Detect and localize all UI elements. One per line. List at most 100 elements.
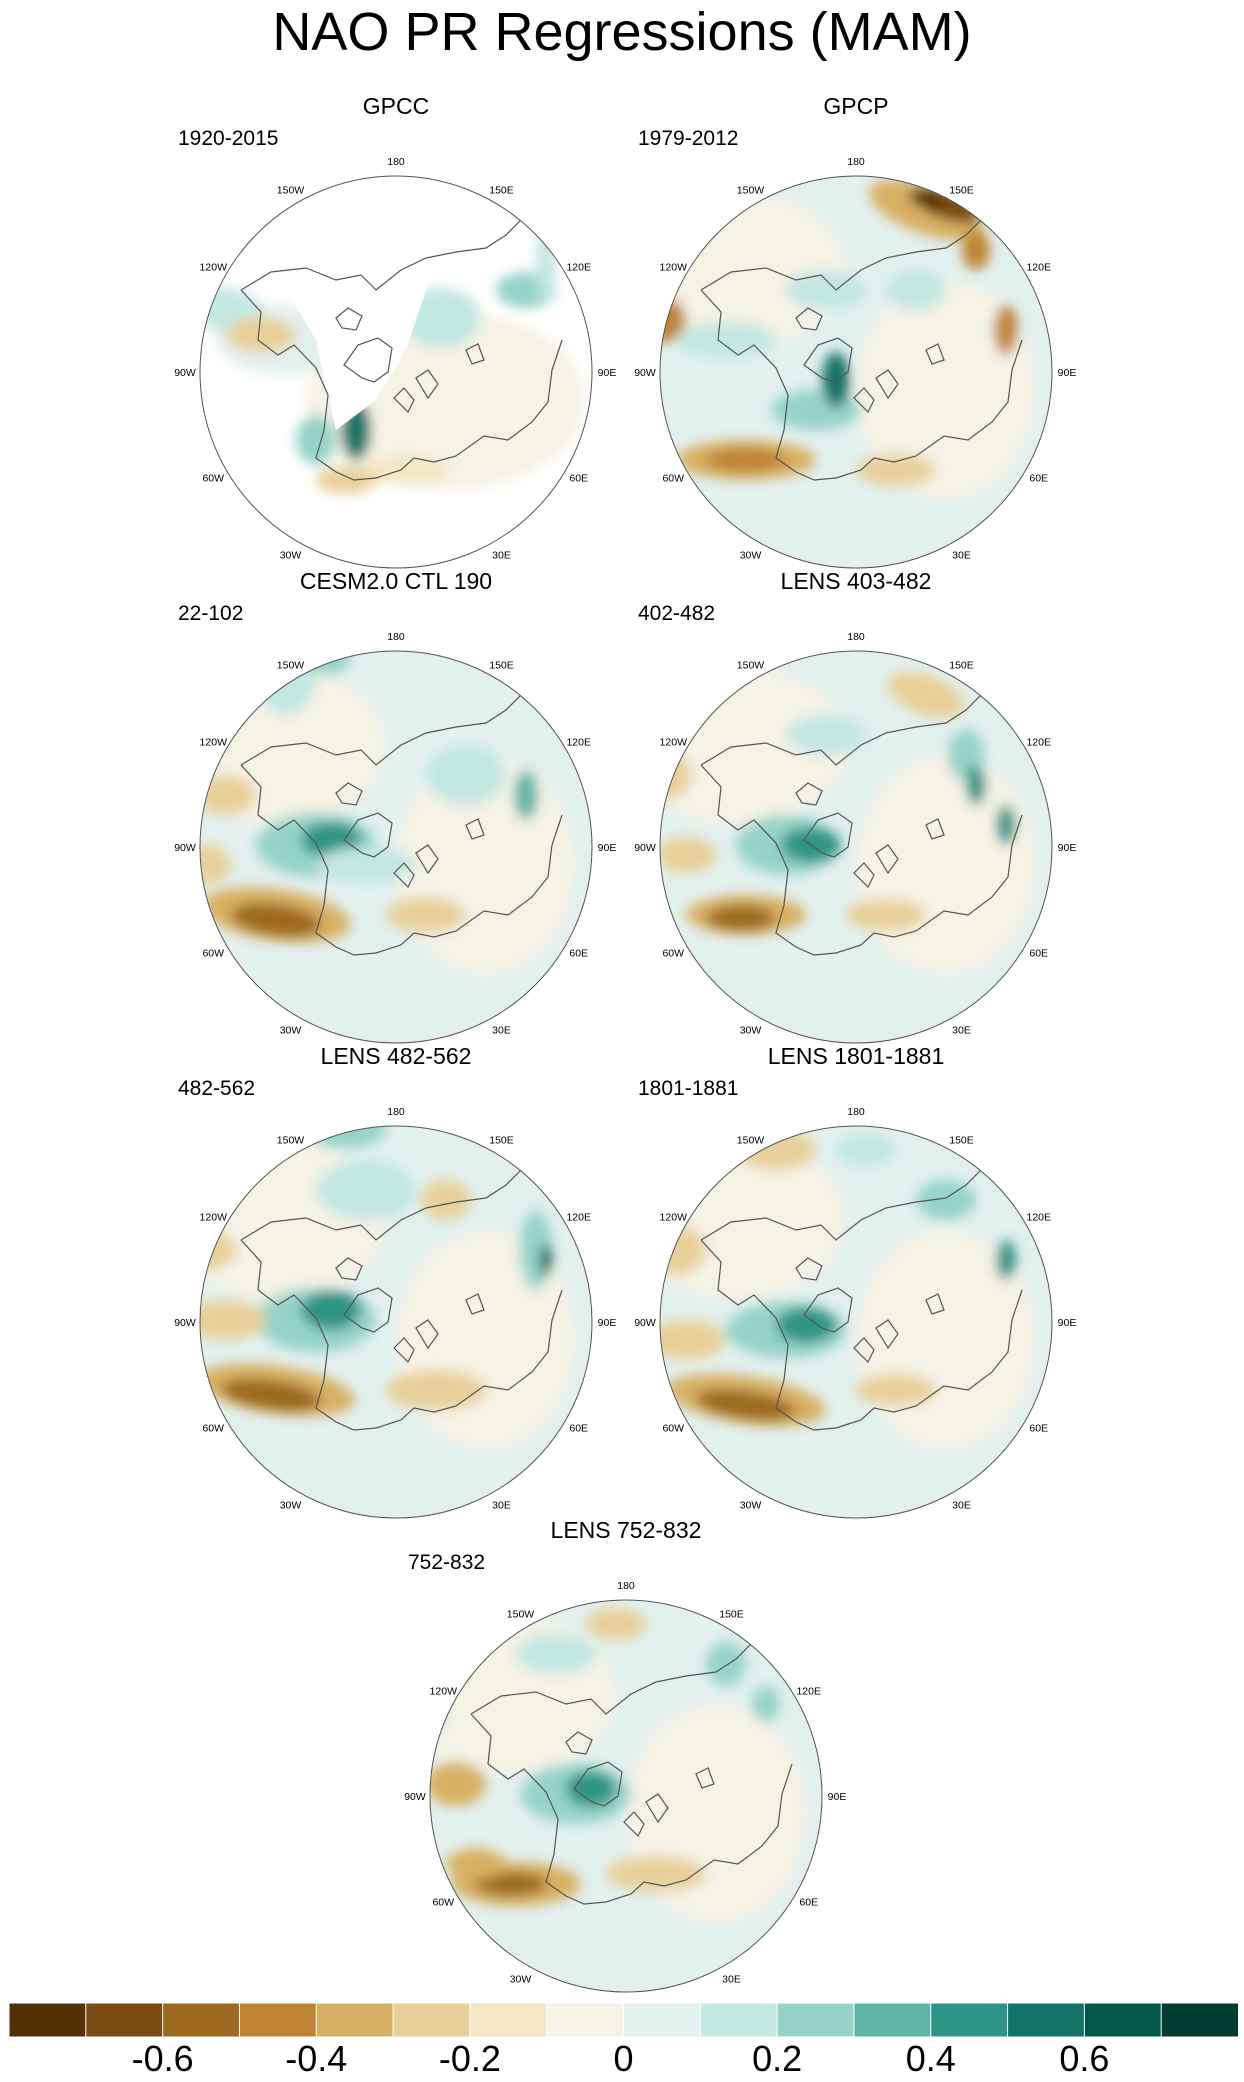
- longitude-label: 120E: [1026, 737, 1051, 749]
- longitude-label: 60E: [569, 1423, 588, 1435]
- longitude-label: 60W: [432, 1897, 454, 1909]
- colorbar-swatch: [469, 2003, 548, 2037]
- shading-patch: [446, 1848, 506, 1880]
- panel-title: GPCC: [362, 93, 430, 119]
- longitude-label: 150E: [489, 659, 514, 671]
- polar-map: 180150E120E90E60E30E030W60W90W120W150W: [174, 1106, 617, 1530]
- shading-patch: [846, 899, 926, 931]
- shading-patch: [226, 317, 296, 353]
- colorbar-tick-label: 0.4: [905, 2038, 956, 2079]
- shading-patch: [856, 1374, 936, 1406]
- coastlines: [240, 209, 563, 481]
- longitude-label: 60W: [662, 948, 684, 960]
- longitude-label: 30W: [740, 1025, 762, 1037]
- shading-patch: [514, 770, 538, 820]
- colorbar-swatch: [776, 2003, 855, 2037]
- map-border: [199, 650, 593, 1044]
- colorbar-swatch: [623, 2003, 702, 2037]
- longitude-label: 90W: [634, 367, 656, 379]
- longitude-label: 90E: [598, 1317, 617, 1329]
- longitude-label: 60W: [202, 948, 224, 960]
- longitude-label: 150W: [277, 1134, 305, 1146]
- shading-patch: [301, 651, 351, 675]
- longitude-label: 120E: [1026, 262, 1051, 274]
- longitude-label: 180: [617, 1580, 635, 1592]
- shading-patch: [430, 1762, 486, 1806]
- shading-patch: [200, 1230, 236, 1270]
- shading-patch: [660, 1320, 726, 1360]
- coastlines: [240, 684, 563, 956]
- longitude-label: 60W: [662, 1423, 684, 1435]
- longitude-label: 90W: [634, 842, 656, 854]
- longitude-label: 30W: [510, 1974, 532, 1986]
- longitude-label: 0: [853, 1528, 859, 1530]
- longitude-label: 90W: [174, 367, 196, 379]
- longitude-label: 150E: [949, 659, 974, 671]
- shading-patch: [962, 230, 990, 270]
- shading-patch: [994, 305, 1018, 355]
- map-panel-cesm2-ctl: CESM2.0 CTL 190 22-102 180 150E 120E 90E 60E…: [166, 568, 636, 1055]
- colorbar-swatch: [315, 2003, 395, 2037]
- shading-patch: [296, 415, 336, 465]
- longitude-label: 0: [393, 1528, 399, 1530]
- longitude-label: 60W: [202, 473, 224, 485]
- shading-patch: [256, 651, 316, 715]
- longitude-label: 30W: [280, 1500, 302, 1512]
- polar-map: 180150E120E90E60E30E030W60W90W120W150W: [634, 156, 1076, 580]
- shading-patch: [200, 845, 231, 885]
- shading-patch: [706, 448, 786, 472]
- shading-patch: [916, 1180, 976, 1220]
- longitude-label: 0: [853, 1053, 859, 1055]
- shading-patch: [200, 775, 256, 815]
- shading-patch: [316, 466, 376, 494]
- panel-period: 752-832: [408, 1551, 486, 1574]
- longitude-label: 60E: [569, 948, 588, 960]
- colorbar-swatch: [162, 2003, 241, 2037]
- shading-patch: [966, 765, 986, 805]
- shading-patch: [752, 1686, 780, 1722]
- longitude-label: 30W: [280, 550, 302, 562]
- longitude-label: 150W: [277, 184, 305, 196]
- longitude-label: 180: [387, 1106, 405, 1118]
- longitude-label: 150E: [949, 1134, 974, 1146]
- panel-title: LENS 752-832: [550, 1517, 702, 1543]
- shading-patch: [586, 1608, 646, 1640]
- shading-patch: [886, 270, 946, 310]
- shading-patch: [660, 1225, 706, 1275]
- shading-patch: [386, 1370, 486, 1410]
- polar-map: 180150E120E90E60E30E030W60W90W120W150W: [404, 1580, 846, 2004]
- longitude-label: 150E: [489, 1134, 514, 1146]
- longitude-label: 30E: [492, 1025, 511, 1037]
- shading-patch: [540, 1244, 552, 1276]
- map-border: [659, 175, 1053, 569]
- shading-patch: [316, 1160, 416, 1220]
- shading-patch: [996, 1240, 1016, 1280]
- longitude-label: 90E: [598, 842, 617, 854]
- longitude-label: 90W: [404, 1791, 426, 1803]
- longitude-label: 150W: [507, 1608, 535, 1620]
- longitude-label: 90E: [1058, 842, 1077, 854]
- shading-patch: [696, 1389, 796, 1421]
- colorbar-swatch: [1007, 2003, 1086, 2037]
- longitude-label: 150W: [277, 659, 305, 671]
- longitude-label: 60E: [1029, 948, 1048, 960]
- map-border: [199, 1125, 593, 1519]
- coastlines: [700, 1159, 1023, 1431]
- longitude-label: 60E: [799, 1897, 818, 1909]
- shading-patch: [426, 745, 506, 805]
- shading-patch: [996, 805, 1016, 845]
- longitude-label: 60E: [1029, 473, 1048, 485]
- shading-patch: [660, 837, 716, 873]
- longitude-label: 30W: [280, 1025, 302, 1037]
- longitude-label: 120W: [660, 262, 688, 274]
- shading-patch: [386, 897, 466, 933]
- longitude-label: 120E: [566, 1212, 591, 1224]
- longitude-label: 150E: [949, 184, 974, 196]
- shading-patch: [512, 188, 540, 212]
- coastlines: [700, 209, 1023, 481]
- colorbar-swatch: [546, 2003, 625, 2037]
- colorbar-swatch: [853, 2003, 932, 2037]
- shading-patch: [887, 671, 965, 719]
- longitude-label: 30E: [492, 1500, 511, 1512]
